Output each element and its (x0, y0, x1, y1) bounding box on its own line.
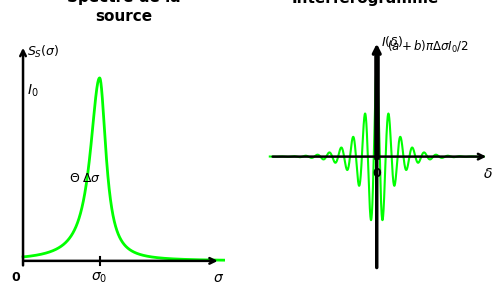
Text: Interférogramme: Interférogramme (292, 0, 439, 6)
Text: $\sigma_0$: $\sigma_0$ (91, 271, 108, 285)
Text: $(a+b)\pi\Delta\sigma I_0/2$: $(a+b)\pi\Delta\sigma I_0/2$ (387, 39, 469, 55)
Text: $I_0$: $I_0$ (27, 83, 38, 99)
Text: $\sigma$: $\sigma$ (213, 271, 224, 285)
Text: $I(\delta)$: $I(\delta)$ (381, 34, 403, 49)
Text: $S_S(\sigma)$: $S_S(\sigma)$ (27, 44, 59, 60)
Text: Spectre de la
source: Spectre de la source (67, 0, 181, 24)
Text: $\Theta$: $\Theta$ (69, 172, 80, 185)
Text: $\delta$: $\delta$ (483, 167, 493, 181)
Text: $\Delta\sigma$: $\Delta\sigma$ (82, 172, 101, 185)
Text: 0: 0 (11, 271, 20, 284)
Text: 0: 0 (372, 167, 381, 180)
